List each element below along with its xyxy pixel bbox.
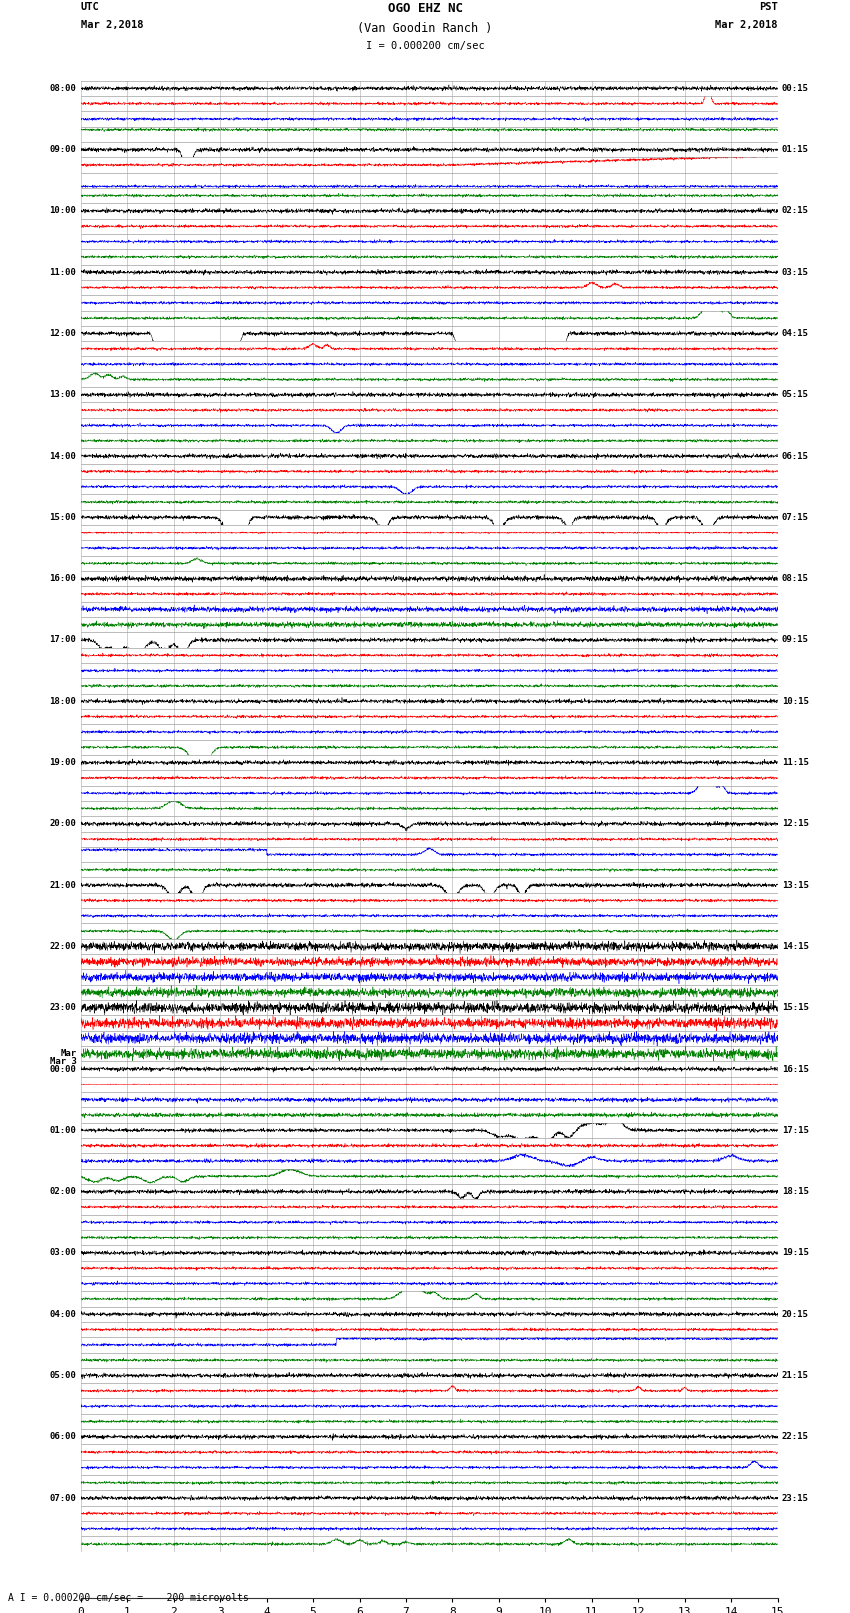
Text: OGO EHZ NC: OGO EHZ NC [388, 3, 462, 16]
Text: I = 0.000200 cm/sec: I = 0.000200 cm/sec [366, 40, 484, 52]
Text: 18:15: 18:15 [782, 1187, 809, 1197]
Text: 02:15: 02:15 [782, 206, 809, 216]
Text: 00:15: 00:15 [782, 84, 809, 94]
Text: 05:15: 05:15 [782, 390, 809, 400]
Text: 20:00: 20:00 [49, 819, 76, 829]
Text: 03:15: 03:15 [782, 268, 809, 277]
Text: 01:15: 01:15 [782, 145, 809, 155]
Text: 18:00: 18:00 [49, 697, 76, 706]
Text: 02:00: 02:00 [49, 1187, 76, 1197]
Text: 16:15: 16:15 [782, 1065, 809, 1074]
Text: 23:00: 23:00 [49, 1003, 76, 1013]
Text: 23:15: 23:15 [782, 1494, 809, 1503]
Text: 19:00: 19:00 [49, 758, 76, 768]
Text: 04:00: 04:00 [49, 1310, 76, 1319]
Text: 08:15: 08:15 [782, 574, 809, 584]
Text: 11:15: 11:15 [782, 758, 809, 768]
Text: 03:00: 03:00 [49, 1248, 76, 1258]
Text: (Van Goodin Ranch ): (Van Goodin Ranch ) [357, 23, 493, 35]
Text: UTC: UTC [81, 3, 99, 13]
Text: 11:00: 11:00 [49, 268, 76, 277]
Text: 17:15: 17:15 [782, 1126, 809, 1136]
Text: 22:00: 22:00 [49, 942, 76, 952]
Text: Mar 2,2018: Mar 2,2018 [81, 19, 144, 31]
Text: 16:00: 16:00 [49, 574, 76, 584]
Text: 21:00: 21:00 [49, 881, 76, 890]
Text: 15:15: 15:15 [782, 1003, 809, 1013]
Text: 17:00: 17:00 [49, 636, 76, 645]
Text: 00:00: 00:00 [49, 1065, 76, 1074]
Text: 20:15: 20:15 [782, 1310, 809, 1319]
Text: Mar 2,2018: Mar 2,2018 [715, 19, 778, 31]
Text: 12:00: 12:00 [49, 329, 76, 339]
Text: 13:15: 13:15 [782, 881, 809, 890]
Text: 19:15: 19:15 [782, 1248, 809, 1258]
Text: 06:00: 06:00 [49, 1432, 76, 1442]
Text: Mar: Mar [60, 1048, 76, 1058]
Text: 10:15: 10:15 [782, 697, 809, 706]
Text: 04:15: 04:15 [782, 329, 809, 339]
Text: 15:00: 15:00 [49, 513, 76, 523]
Text: 14:15: 14:15 [782, 942, 809, 952]
Text: 08:00: 08:00 [49, 84, 76, 94]
Text: 13:00: 13:00 [49, 390, 76, 400]
Text: 06:15: 06:15 [782, 452, 809, 461]
Text: 12:15: 12:15 [782, 819, 809, 829]
Text: Mar 3: Mar 3 [49, 1057, 76, 1066]
Text: 09:00: 09:00 [49, 145, 76, 155]
Text: 07:15: 07:15 [782, 513, 809, 523]
Text: A I = 0.000200 cm/sec =    200 microvolts: A I = 0.000200 cm/sec = 200 microvolts [8, 1594, 249, 1603]
Text: 10:00: 10:00 [49, 206, 76, 216]
Text: 21:15: 21:15 [782, 1371, 809, 1381]
Text: 05:00: 05:00 [49, 1371, 76, 1381]
Text: PST: PST [759, 3, 778, 13]
Text: 14:00: 14:00 [49, 452, 76, 461]
Text: 09:15: 09:15 [782, 636, 809, 645]
Text: 01:00: 01:00 [49, 1126, 76, 1136]
Text: 07:00: 07:00 [49, 1494, 76, 1503]
Text: 22:15: 22:15 [782, 1432, 809, 1442]
